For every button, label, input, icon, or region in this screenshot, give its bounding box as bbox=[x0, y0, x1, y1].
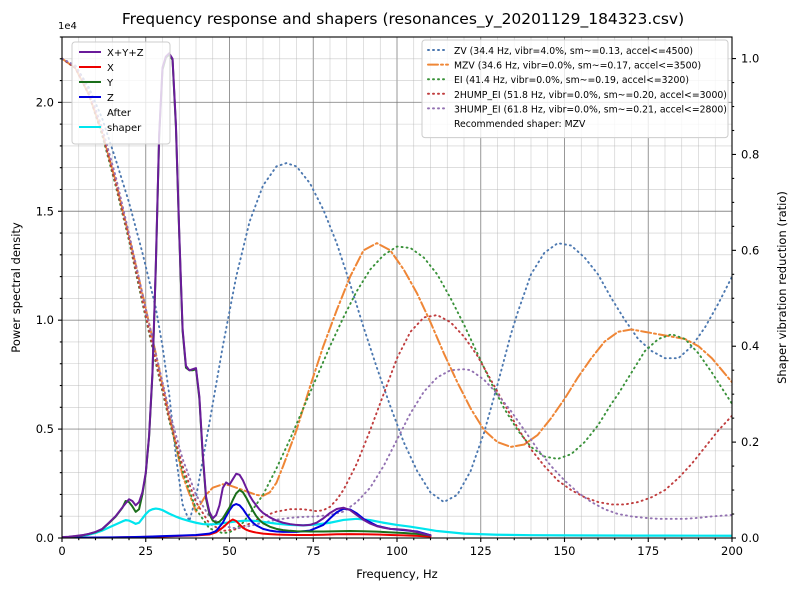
y-left-tick-label: 0.0 bbox=[36, 531, 54, 545]
x-tick-label: 50 bbox=[222, 544, 237, 558]
x-tick-label: 100 bbox=[386, 544, 408, 558]
x-axis-label: Frequency, Hz bbox=[356, 567, 437, 581]
legend-left-label: X bbox=[107, 63, 114, 74]
x-axis: 0 25 50 75 100 125 150 175 200 Frequency, Hz bbox=[58, 538, 743, 581]
y-left-axis-label: Power spectral density bbox=[9, 222, 23, 353]
y-left-tick-label: 1.0 bbox=[36, 313, 54, 327]
y-right-tick-label: 0.0 bbox=[741, 531, 759, 545]
x-tick-label: 75 bbox=[306, 544, 321, 558]
y-right-tick-label: 0.4 bbox=[741, 339, 759, 353]
legend-right-label: 3HUMP_EI (61.8 Hz, vibr=0.0%, sm~=0.21, … bbox=[454, 104, 727, 115]
x-tick-label: 200 bbox=[721, 544, 743, 558]
recommended-shaper-note: Recommended shaper: MZV bbox=[454, 119, 586, 130]
psd-curves bbox=[62, 52, 732, 538]
shaper-curve-zv bbox=[62, 57, 732, 523]
legend-right-item[interactable]: ZV (34.4 Hz, vibr=4.0%, sm~=0.13, accel<… bbox=[427, 46, 693, 57]
y-right-axis-label: Shaper vibration reduction (ratio) bbox=[775, 191, 789, 384]
chart-title: Frequency response and shapers (resonanc… bbox=[122, 10, 684, 29]
y-right-tick-label: 0.6 bbox=[741, 243, 759, 257]
legend-left-item[interactable]: Z bbox=[79, 93, 114, 104]
shaper-curve-3hump_ei bbox=[62, 57, 732, 530]
y-right-axis: 0.0 0.2 0.4 0.6 0.8 1.0 Shaper vibration reduc… bbox=[732, 52, 789, 545]
legend-right-item[interactable]: 2HUMP_EI (51.8 Hz, vibr=0.0%, sm~=0.20, … bbox=[427, 90, 727, 101]
legend-left: X+Y+Z XYZ After shaper bbox=[71, 41, 171, 145]
legend-right: ZV (34.4 Hz, vibr=4.0%, sm~=0.13, accel<… bbox=[421, 39, 729, 139]
shaper-curve-ei bbox=[62, 57, 732, 535]
y-right-tick-label: 0.8 bbox=[741, 147, 759, 161]
legend-left-item[interactable]: X+Y+Z bbox=[79, 48, 144, 59]
y-left-tick-label: 0.5 bbox=[36, 422, 54, 436]
legend-right-label: EI (41.4 Hz, vibr=0.0%, sm~=0.19, accel<… bbox=[454, 75, 689, 86]
y-left-tick-label: 1.5 bbox=[36, 204, 54, 218]
x-tick-label: 150 bbox=[554, 544, 576, 558]
legend-left-label: After bbox=[107, 108, 132, 119]
legend-left-item[interactable]: Y bbox=[79, 78, 114, 89]
legend-right-label: MZV (34.6 Hz, vibr=0.0%, sm~=0.17, accel… bbox=[454, 61, 701, 72]
y-left-axis: 0.0 0.5 1.0 1.5 2.0 Power spectral density 1e4 bbox=[9, 21, 77, 545]
shaper-curve-2hump_ei bbox=[62, 57, 732, 532]
legend-right-label: 2HUMP_EI (51.8 Hz, vibr=0.0%, sm~=0.20, … bbox=[454, 90, 727, 101]
shaper-curve-mzv bbox=[62, 57, 732, 513]
legend-left-label: Y bbox=[106, 78, 114, 89]
legend-left-item[interactable]: After bbox=[107, 108, 132, 119]
legend-left-label: Z bbox=[107, 93, 114, 104]
legend-right-box bbox=[421, 39, 729, 139]
legend-left-label: shaper bbox=[107, 123, 142, 134]
legend-left-label: X+Y+Z bbox=[107, 48, 144, 59]
legend-right-item[interactable]: MZV (34.6 Hz, vibr=0.0%, sm~=0.17, accel… bbox=[427, 61, 701, 72]
psd-curve-x-y-z bbox=[62, 52, 432, 538]
legend-right-item[interactable]: 3HUMP_EI (61.8 Hz, vibr=0.0%, sm~=0.21, … bbox=[427, 104, 727, 115]
shaper-curves bbox=[62, 57, 732, 535]
y-left-scale-offset: 1e4 bbox=[58, 21, 77, 32]
y-right-tick-label: 1.0 bbox=[741, 52, 759, 66]
x-tick-label: 175 bbox=[637, 544, 659, 558]
legend-right-label: ZV (34.4 Hz, vibr=4.0%, sm~=0.13, accel<… bbox=[454, 46, 693, 57]
legend-right-item[interactable]: EI (41.4 Hz, vibr=0.0%, sm~=0.19, accel<… bbox=[427, 75, 689, 86]
legend-left-item[interactable]: shaper bbox=[79, 123, 142, 134]
x-tick-label: 0 bbox=[58, 544, 65, 558]
psd-curve-after-shaper bbox=[62, 507, 732, 538]
legend-left-item[interactable]: X bbox=[79, 63, 114, 74]
y-left-tick-label: 2.0 bbox=[36, 95, 54, 109]
x-tick-label: 25 bbox=[138, 544, 153, 558]
x-tick-label: 125 bbox=[470, 544, 492, 558]
y-right-tick-label: 0.2 bbox=[741, 435, 759, 449]
